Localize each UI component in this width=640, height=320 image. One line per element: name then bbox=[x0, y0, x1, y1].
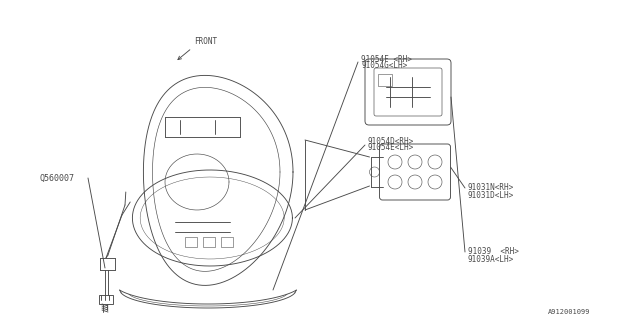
Bar bbox=[378, 74, 392, 86]
Text: 91039  <RH>: 91039 <RH> bbox=[468, 247, 519, 257]
Text: 91054F <RH>: 91054F <RH> bbox=[361, 54, 412, 63]
Bar bbox=[203, 237, 215, 247]
Text: 91039A<LH>: 91039A<LH> bbox=[468, 254, 515, 263]
Text: 91054D<RH>: 91054D<RH> bbox=[368, 137, 414, 146]
Bar bbox=[221, 237, 233, 247]
Text: FRONT: FRONT bbox=[194, 37, 217, 46]
Bar bbox=[185, 237, 197, 247]
Text: Q560007: Q560007 bbox=[40, 173, 75, 182]
Bar bbox=[99, 295, 113, 304]
Text: 91054G<LH>: 91054G<LH> bbox=[361, 61, 407, 70]
Text: 91031D<LH>: 91031D<LH> bbox=[468, 190, 515, 199]
Text: 91031N<RH>: 91031N<RH> bbox=[468, 183, 515, 193]
Text: 91054E<LH>: 91054E<LH> bbox=[368, 143, 414, 153]
Text: A912001099: A912001099 bbox=[548, 309, 591, 315]
